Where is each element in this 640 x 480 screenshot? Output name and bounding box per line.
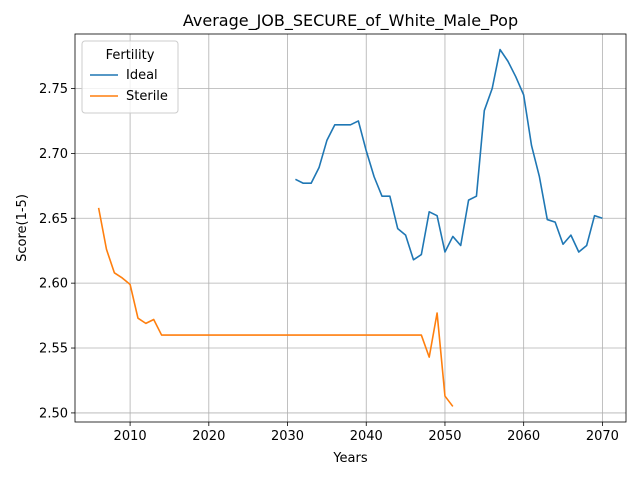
x-tick-label: 2010 <box>114 429 147 444</box>
x-tick-label: 2050 <box>428 429 461 444</box>
x-tick-label: 2040 <box>350 429 383 444</box>
series-line-ideal <box>295 48 603 261</box>
y-tick-label: 2.50 <box>39 406 68 421</box>
series-line-sterile <box>97 207 454 407</box>
legend-label-sterile: Sterile <box>126 89 168 104</box>
chart-title: Average_JOB_SECURE_of_White_Male_Pop <box>183 11 518 31</box>
legend-items: Ideal Sterile <box>90 68 168 104</box>
x-tick-label: 2060 <box>507 429 540 444</box>
x-tick-label: 2020 <box>192 429 225 444</box>
legend-box <box>81 40 179 114</box>
legend-title: Fertility <box>106 48 155 63</box>
y-tick-label: 2.55 <box>39 342 68 357</box>
y-axis-label: Score(1-5) <box>15 194 30 262</box>
grid-lines <box>75 34 626 422</box>
y-tick-label: 2.75 <box>39 82 68 97</box>
legend: Fertility Ideal Sterile <box>81 40 179 114</box>
series-layer <box>97 48 603 407</box>
y-tick-label: 2.70 <box>39 147 68 162</box>
y-tick-label: 2.65 <box>39 212 68 227</box>
y-axis-ticks: 2.50 2.55 2.60 2.65 2.70 2.75 <box>39 82 75 421</box>
legend-label-ideal: Ideal <box>126 68 158 83</box>
y-tick-label: 2.60 <box>39 277 68 292</box>
x-tick-label: 2030 <box>271 429 304 444</box>
x-tick-label: 2070 <box>586 429 619 444</box>
x-axis-ticks: 2010 2020 2030 2040 2050 2060 2070 <box>114 422 619 444</box>
plot-area-frame <box>74 33 627 423</box>
x-axis-label: Years <box>332 451 368 466</box>
